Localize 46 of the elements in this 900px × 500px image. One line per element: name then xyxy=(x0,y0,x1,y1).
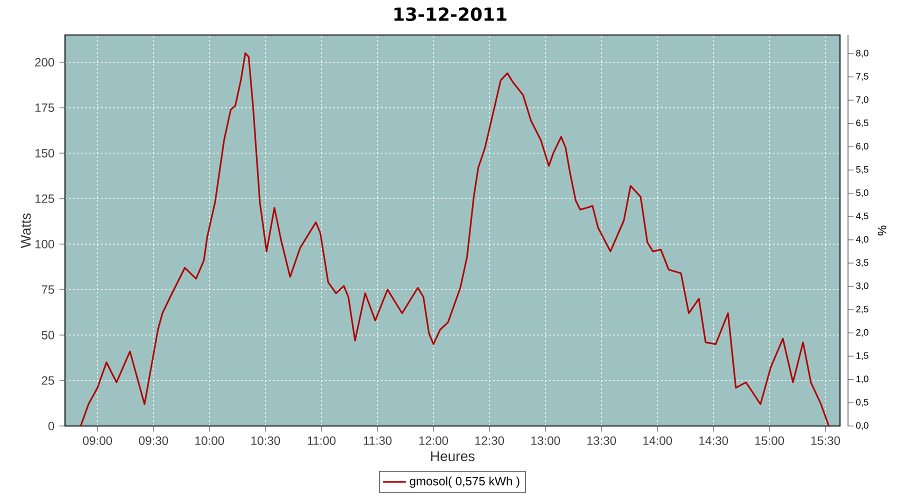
line-series xyxy=(80,52,830,426)
y-tick-label: 75 xyxy=(42,285,54,294)
x-tick-label: 12:00 xyxy=(419,436,448,445)
y-tick-label: 150 xyxy=(35,148,54,158)
x-tick-label: 15:30 xyxy=(811,436,840,445)
y2-tick-label: 4,0 xyxy=(856,236,868,244)
y-tick-label: 50 xyxy=(42,330,54,340)
y-tick-label: 100 xyxy=(35,240,54,248)
y2-tick-label: 1,5 xyxy=(856,352,868,360)
y2-tick-label: 3,0 xyxy=(856,282,868,290)
legend-label: gmosol( 0,575 kWh ) xyxy=(410,476,520,488)
x-axis-title: Heures xyxy=(431,451,475,462)
x-tick-label: 13:30 xyxy=(587,436,616,445)
y2-tick-label: 7,0 xyxy=(856,96,868,104)
y2-tick-label: 1,0 xyxy=(856,376,868,384)
y2-tick-label: 3,5 xyxy=(856,259,868,267)
y2-tick-label: 4,5 xyxy=(856,212,868,220)
y2-tick-label: 5,0 xyxy=(856,189,868,198)
x-tick-label: 13:00 xyxy=(531,436,560,445)
x-tick-label: 10:30 xyxy=(251,436,280,445)
x-tick-label: 14:30 xyxy=(699,436,728,445)
x-tick-label: 11:30 xyxy=(364,436,392,445)
y2-tick-label: 5,5 xyxy=(856,166,868,174)
y-tick-label: 0 xyxy=(48,422,54,430)
x-tick-label: 14:00 xyxy=(643,436,672,445)
y-tick-label: 200 xyxy=(35,58,54,67)
y2-tick-label: 6,0 xyxy=(856,142,868,151)
x-tick-label: 11:00 xyxy=(308,436,336,445)
y-tick-label: 175 xyxy=(35,104,54,112)
y2-tick-label: 0,0 xyxy=(856,422,868,430)
y2-axis-title: % xyxy=(878,226,886,236)
x-tick-label: 09:00 xyxy=(82,436,112,445)
y-axis-title: Watts xyxy=(21,213,31,248)
x-tick-label: 10:00 xyxy=(195,436,224,445)
y2-tick-label: 2,5 xyxy=(856,306,868,314)
chart-title: 13-12-2011 xyxy=(394,7,506,21)
y2-tick-label: 8,0 xyxy=(856,50,868,58)
y2-tick-label: 7,5 xyxy=(856,73,868,81)
y2-tick-label: 6,5 xyxy=(856,120,868,128)
x-tick-label: 15:00 xyxy=(755,436,784,445)
y-tick-label: 25 xyxy=(42,376,54,385)
x-tick-label: 12:30 xyxy=(475,436,504,445)
y-tick-label: 125 xyxy=(35,194,54,203)
y2-tick-label: 0,5 xyxy=(856,398,868,407)
x-tick-label: 09:30 xyxy=(138,436,168,445)
y2-tick-label: 2,0 xyxy=(856,329,868,337)
